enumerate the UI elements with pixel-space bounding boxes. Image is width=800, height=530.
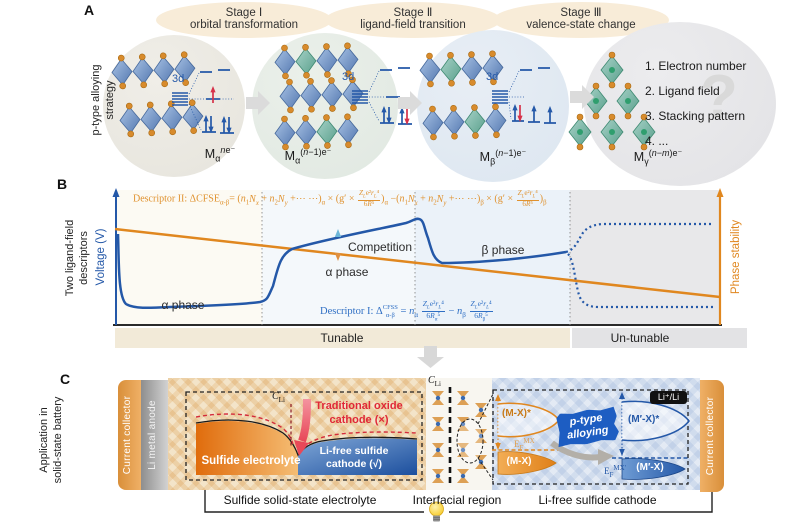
mpx-star-label: (M′-X)* — [628, 414, 660, 425]
current-collector-right — [700, 380, 724, 492]
side-label-line: Two ligand-field — [64, 219, 76, 297]
stage4-circle — [584, 22, 776, 186]
panel-b-label: B — [57, 176, 68, 192]
panel-c-label: C — [60, 371, 71, 387]
untunable-label: Un-tunable — [610, 331, 670, 345]
phase-stability-axis-label: Phase stability — [730, 219, 742, 295]
factor-list: 1. Electron number 2. Ligand field 3. St… — [645, 60, 795, 160]
side-label-line: strategy — [103, 80, 116, 120]
factor-item: 1. Electron number — [645, 59, 747, 73]
descriptor-2-formula: Descriptor II: ΔCFSEα-β= (n1Nx + n2Ny +⋯… — [133, 189, 547, 208]
panel-c-side-label: Application in solid-state battery — [38, 380, 66, 500]
stage-subtitle: valence-state change — [526, 19, 636, 31]
stage-title: Stage Ⅱ — [393, 7, 433, 19]
traditional-oxide-line: Traditional oxide — [315, 400, 403, 412]
ef-mx-label: EFMX — [514, 437, 535, 452]
competition-label: Competition — [348, 240, 413, 254]
traditional-oxide-label: Traditional oxide cathode (×) — [305, 400, 413, 428]
stage-title: Stage Ⅰ — [225, 7, 263, 19]
untunable-band — [572, 328, 747, 348]
mx-star-label: (M-X)* — [502, 408, 531, 419]
bottom-label-electrolyte: Sulfide solid-state electrolyte — [223, 493, 377, 507]
factor-item: 4. ... — [645, 134, 669, 148]
voltage-axis-label: Voltage (V) — [95, 228, 107, 286]
stage-oval-2: Stage Ⅱ ligand-field transition — [325, 2, 501, 38]
sulfide-electrolyte-region — [168, 378, 426, 490]
anode-label: Li metal anode — [147, 400, 158, 470]
orbital-label-2: 3d — [342, 71, 355, 83]
interfacial-strip — [426, 378, 492, 490]
sulfide-electrolyte-label: Sulfide electrolyte — [201, 455, 301, 467]
c-li-label-electrolyte: CLi — [272, 391, 285, 404]
beta-phase-label: β phase — [481, 243, 525, 257]
side-label-line: descriptors — [77, 231, 90, 285]
panel-transition-arrow — [417, 346, 444, 368]
lifree-line: Li-free sulfide — [319, 445, 389, 457]
current-collector-left — [118, 380, 141, 490]
orbital-label-1: 3d — [172, 73, 185, 85]
tunable-label: Tunable — [320, 331, 364, 345]
alpha-phase-label-1: α phase — [161, 298, 205, 312]
descriptor-1-formula: Descriptor I: Δ CFSS α-β = nα ZLe²rL⁴ 6Rα⁵ … — [320, 299, 493, 323]
collector-left-label: Current collector — [122, 395, 133, 475]
stage-oval-1: Stage Ⅰ orbital transformation — [156, 2, 332, 38]
bottom-label-interface: Interfacial region — [412, 493, 502, 507]
side-label-line: Application in — [38, 407, 50, 473]
lifree-cathode-box-label: Li-free sulfide cathode (√) — [300, 445, 408, 471]
state-label-2: Mα(n−1)e⁻ — [284, 147, 332, 166]
li-li-badge: Li⁺/Li — [650, 391, 687, 404]
panel-a-label: A — [84, 2, 95, 18]
plot-region-untunable — [570, 190, 720, 325]
orbital-label-3: 3d — [486, 71, 499, 83]
bottom-label-cathode: Li-free sulfide cathode — [538, 493, 657, 507]
side-label-line: p-type alloying — [90, 64, 102, 136]
li-metal-anode-bar — [141, 380, 168, 490]
mpx-label: (M′-X) — [636, 462, 664, 473]
state-label-1: Mαne⁻ — [204, 145, 236, 164]
state-label-3: Mβ(n−1)e⁻ — [479, 148, 527, 167]
question-mark: ? — [700, 63, 738, 132]
factor-item: 2. Ligand field — [645, 84, 720, 98]
factor-item: 3. Stacking pattern — [645, 109, 746, 123]
panel-a-side-label: p-type alloying strategy — [90, 45, 118, 155]
traditional-oxide-line: cathode (×) — [329, 413, 389, 426]
side-label-line: solid-state battery — [51, 396, 64, 484]
lifree-line: cathode (√) — [326, 458, 382, 471]
collector-right-label: Current collector — [705, 396, 716, 476]
stage-subtitle: ligand-field transition — [360, 19, 466, 31]
state-label-4: Mγ(n−m)e⁻ — [633, 148, 683, 167]
stage-subtitle: orbital transformation — [189, 19, 299, 31]
c-li-label-interface: CLi — [428, 375, 441, 388]
mx-label: (M-X) — [506, 456, 532, 467]
alpha-phase-label-2: α phase — [325, 265, 369, 279]
stage-title: Stage Ⅲ — [560, 7, 602, 19]
panel-b-side-label: Two ligand-field descriptors — [64, 203, 92, 313]
ef-mpx-label: EFMX′ — [604, 464, 627, 479]
tunable-band — [115, 328, 570, 348]
